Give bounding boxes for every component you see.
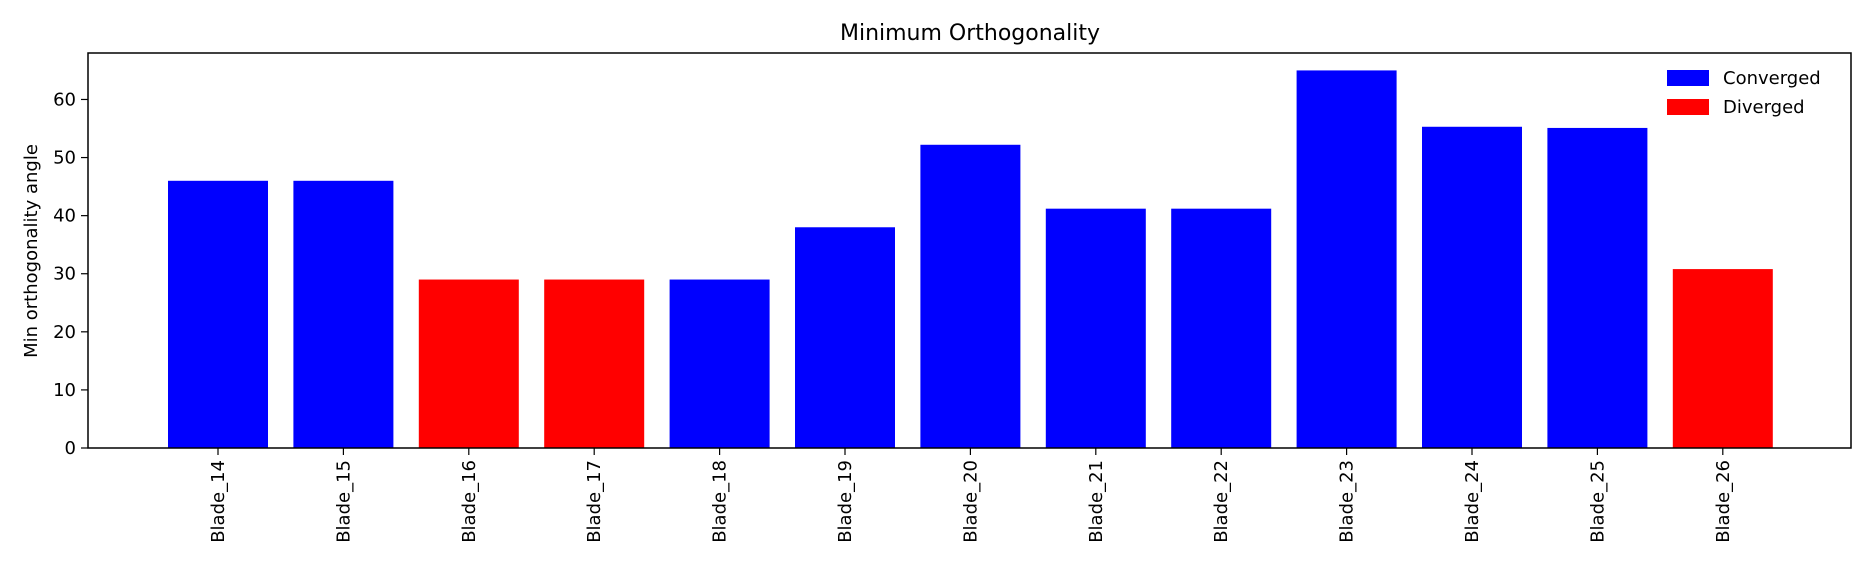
x-tick-label: Blade_23 xyxy=(1337,460,1358,543)
y-tick-label: 50 xyxy=(53,148,76,169)
x-tick-label: Blade_17 xyxy=(584,460,605,543)
bar xyxy=(1296,70,1397,449)
bar xyxy=(1422,126,1522,448)
bar xyxy=(293,180,394,448)
x-tick-label: Blade_20 xyxy=(960,460,981,543)
bar xyxy=(795,227,895,448)
legend-swatch xyxy=(1667,70,1709,86)
y-tick-label: 40 xyxy=(53,206,76,227)
x-tick-label: Blade_25 xyxy=(1587,460,1608,543)
bar xyxy=(418,279,519,448)
x-tick-label: Blade_26 xyxy=(1713,460,1734,543)
legend-swatch xyxy=(1667,99,1709,115)
chart-title: Minimum Orthogonality xyxy=(840,21,1100,46)
y-tick-label: 30 xyxy=(53,264,76,285)
legend: Converged Diverged xyxy=(1667,68,1821,118)
x-tick-label: Blade_16 xyxy=(459,460,480,543)
bar xyxy=(1045,208,1146,448)
y-tick-label: 60 xyxy=(53,89,76,110)
y-tick-label: 20 xyxy=(53,322,76,343)
bar xyxy=(1171,208,1272,448)
bar xyxy=(1672,269,1773,448)
y-tick-label: 10 xyxy=(53,380,76,401)
bar xyxy=(669,279,770,448)
bar xyxy=(544,279,645,448)
x-tick-label: Blade_14 xyxy=(208,460,229,543)
bar xyxy=(920,144,1021,448)
bar xyxy=(168,180,268,448)
plot-frame xyxy=(87,52,1852,449)
x-tick-label: Blade_15 xyxy=(333,460,354,543)
legend-label: Diverged xyxy=(1723,97,1805,118)
x-tick-label: Blade_18 xyxy=(710,460,731,543)
y-axis-label: Min orthogonality angle xyxy=(21,144,42,358)
legend-label: Converged xyxy=(1723,68,1821,89)
x-tick-label: Blade_22 xyxy=(1211,460,1232,543)
x-tick-label: Blade_19 xyxy=(835,460,856,543)
y-tick-label: 0 xyxy=(65,438,76,459)
x-tick-label: Blade_24 xyxy=(1462,460,1483,543)
plot-area: 0 10 20 30 40 50 60 Blade_14 Blade_15 Blade_16 Bla… xyxy=(53,70,1773,543)
bar xyxy=(1547,127,1648,448)
x-tick-label: Blade_21 xyxy=(1086,460,1107,543)
